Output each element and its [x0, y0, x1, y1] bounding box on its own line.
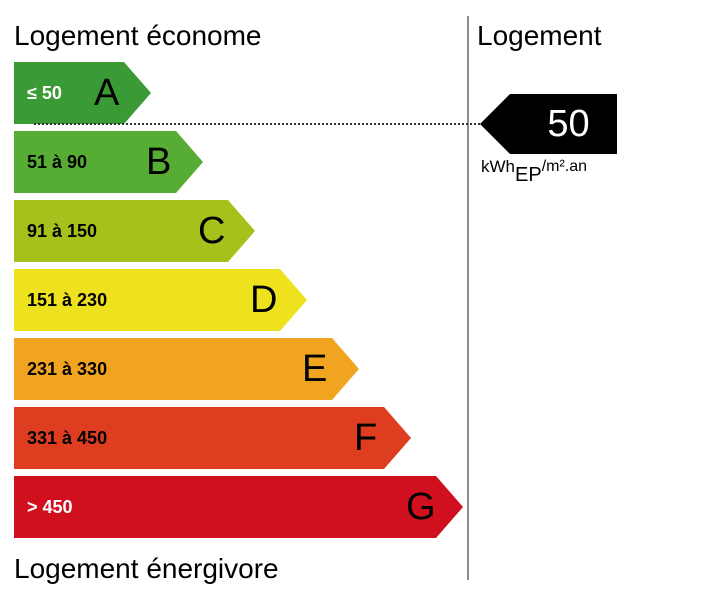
band-d: 151 à 230 D	[14, 269, 307, 331]
rating-value: 50	[547, 103, 590, 145]
band-arrow-f	[14, 407, 411, 469]
band-b: 51 à 90 B	[14, 131, 203, 193]
band-range-c: 91 à 150	[27, 221, 98, 241]
band-letter-g: G	[406, 486, 436, 528]
band-range-e: 231 à 330	[27, 359, 108, 379]
unit-rest: /m².an	[541, 158, 588, 175]
band-letter-a: A	[94, 72, 120, 114]
band-g: > 450 G	[14, 476, 463, 538]
band-range-b: 51 à 90	[27, 152, 88, 172]
rating-unit: kWhEP/m².an	[481, 155, 588, 186]
rating-marker: 50	[480, 94, 617, 154]
band-arrow-a	[14, 62, 151, 124]
band-letter-b: B	[146, 141, 172, 183]
band-range-a: ≤ 50	[27, 83, 62, 103]
band-range-d: 151 à 230	[27, 290, 108, 310]
title-energy-intensive: Logement énergivore	[14, 553, 279, 584]
band-letter-f: F	[354, 417, 378, 459]
unit-subscript: EP	[515, 164, 542, 186]
band-range-g: > 450	[27, 497, 73, 517]
band-arrow-d	[14, 269, 307, 331]
rating-marker-arrow	[480, 94, 617, 154]
unit-main: kWh	[481, 157, 515, 176]
band-arrow-c	[14, 200, 255, 262]
band-arrow-g	[14, 476, 463, 538]
band-range-f: 331 à 450	[27, 428, 108, 448]
band-letter-e: E	[302, 348, 328, 390]
title-dwelling: Logement	[477, 20, 602, 51]
rating-leader-line	[34, 123, 480, 125]
column-divider	[467, 16, 469, 580]
band-letter-d: D	[250, 279, 278, 321]
title-efficient: Logement économe	[14, 20, 262, 51]
band-f: 331 à 450 F	[14, 407, 411, 469]
band-e: 231 à 330 E	[14, 338, 359, 400]
band-arrow-b	[14, 131, 203, 193]
band-letter-c: C	[198, 210, 226, 252]
band-arrow-e	[14, 338, 359, 400]
band-c: 91 à 150 C	[14, 200, 255, 262]
band-a: ≤ 50 A	[14, 62, 151, 124]
